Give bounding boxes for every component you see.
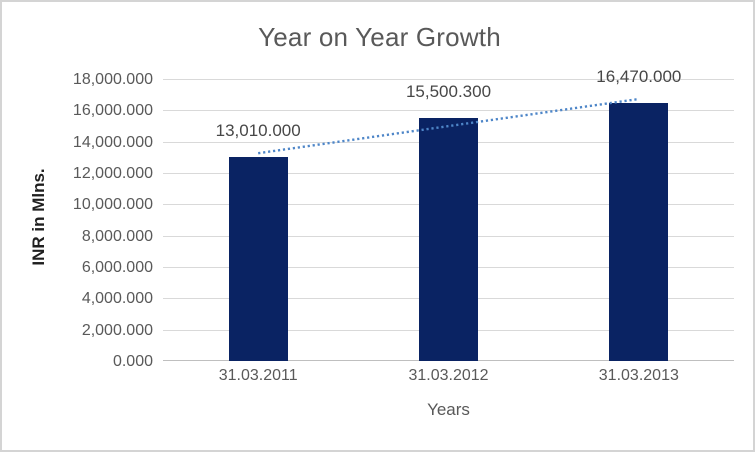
y-tick-label: 4,000.000 [81, 290, 153, 308]
data-label: 13,010.000 [215, 121, 301, 141]
y-tick-label: 6,000.000 [81, 259, 153, 276]
y-tick-label: 14,000.000 [72, 133, 153, 151]
gridline [163, 79, 734, 80]
x-tick-label: 31.03.2013 [598, 367, 679, 384]
trendline-layer [257, 97, 640, 155]
y-tick-label: 16,000.000 [72, 102, 153, 120]
plot-area [163, 79, 734, 361]
bar-31.03.2011[interactable] [228, 157, 288, 361]
y-tick-label: 0.000 [112, 353, 153, 370]
data-label: 16,470.000 [596, 66, 682, 86]
data-label: 15,500.300 [405, 82, 492, 102]
y-tick-label: 8,000.000 [81, 227, 153, 245]
trendline [257, 97, 640, 155]
x-tick-label: 31.03.2011 [218, 367, 298, 384]
bar-31.03.2013[interactable] [609, 102, 669, 361]
gridline [163, 110, 734, 111]
y-tick-label: 2,000.000 [81, 321, 153, 339]
x-tick-label: 31.03.2012 [408, 367, 489, 384]
y-tick-label: 10,000.000 [72, 196, 153, 214]
y-tick-label: 12,000.000 [72, 165, 153, 182]
x-axis-title: Years [427, 400, 470, 419]
y-tick-label: 18,000.000 [72, 71, 153, 88]
bar-31.03.2012[interactable] [419, 118, 478, 361]
chart-title: Year on Year Growth [258, 22, 501, 52]
